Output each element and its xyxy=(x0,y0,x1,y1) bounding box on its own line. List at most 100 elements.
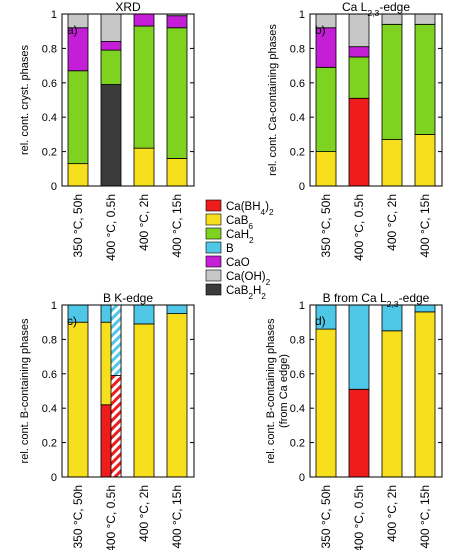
y-tick-label: 0.4 xyxy=(42,403,57,415)
chart-title: Ca L2,3-edge xyxy=(342,0,410,18)
legend-swatch-cao xyxy=(205,255,222,268)
y-tick-label: 0.6 xyxy=(42,78,57,90)
legend-label: CaB6 xyxy=(226,215,253,231)
bar-segment-cah2 xyxy=(414,23,436,135)
x-tick-label: 400 °C, 15h xyxy=(418,485,432,549)
y-axis-label: rel. cont. B-containing phases xyxy=(265,318,277,463)
legend-swatch-b xyxy=(205,241,222,254)
bar-segment-b xyxy=(166,304,188,315)
bar-segment-cah2 xyxy=(67,70,89,165)
x-tick-label: 400 °C, 2h xyxy=(385,194,399,251)
legend-swatch-cabh4-2 xyxy=(205,199,222,212)
y-tick-label: 0.2 xyxy=(290,438,305,450)
panel-label: c) xyxy=(67,314,77,328)
y-tick-label: 0 xyxy=(51,181,57,193)
x-tick-label: 400 °C, 2h xyxy=(137,485,151,542)
bar-segment-cah2 xyxy=(348,56,370,99)
y-tick-label: 1 xyxy=(51,9,57,21)
y-tick-label: 0.8 xyxy=(290,43,305,55)
y-tick-label: 0.8 xyxy=(290,334,305,346)
bar-segment-cah2 xyxy=(100,49,122,85)
x-tick-label: 400 °C, 15h xyxy=(418,194,432,258)
bar-segment-cab6 xyxy=(414,133,436,187)
x-tick-label: 350 °C, 50h xyxy=(319,194,333,258)
bar-segment-caoh2 xyxy=(381,13,403,25)
x-tick-label: 350 °C, 50h xyxy=(71,485,85,549)
y-tick-label: 0.2 xyxy=(42,438,57,450)
plot-frame xyxy=(309,304,443,478)
y-tick-label: 0 xyxy=(51,472,57,484)
bar-segment-caoh2 xyxy=(414,13,436,25)
panel-label: b) xyxy=(315,23,326,37)
bar-segment-cabh4-2 xyxy=(348,388,370,478)
bar-segment-cao xyxy=(348,46,370,58)
x-tick-label: 400 °C, 2h xyxy=(137,194,151,251)
x-tick-label: 350 °C, 50h xyxy=(319,485,333,549)
legend-label: CaB2H2 xyxy=(226,285,266,301)
bar-segment-cah2 xyxy=(166,27,188,159)
x-tick-label: 400 °C, 0.5h xyxy=(352,194,366,261)
bar-segment-b xyxy=(348,304,370,390)
hatched-segment-cabh4-2 xyxy=(110,375,122,478)
bar-segment-cab6 xyxy=(315,328,337,478)
bar-segment-cab6 xyxy=(166,313,188,478)
bar-segment-cab6 xyxy=(133,147,155,187)
y-tick-label: 0.4 xyxy=(42,112,57,124)
legend-swatch-cab2h2 xyxy=(205,283,222,296)
x-tick-label: 400 °C, 15h xyxy=(170,194,184,258)
chart-title: XRD xyxy=(115,0,141,14)
panel-label: a) xyxy=(67,23,78,37)
y-tick-label: 0.8 xyxy=(42,334,57,346)
x-tick-label: 400 °C, 0.5h xyxy=(352,485,366,550)
x-tick-label: 400 °C, 0.5h xyxy=(104,485,118,550)
bar-segment-cab6 xyxy=(315,151,337,187)
y-tick-label: 0.4 xyxy=(290,403,305,415)
plot-frame xyxy=(309,13,443,187)
bar-segment-cab6 xyxy=(133,323,155,478)
y-tick-label: 0.4 xyxy=(290,112,305,124)
bar-segment-cao xyxy=(133,13,155,27)
bar-segment-cao xyxy=(100,41,122,51)
chart-panel-3: 350 °C, 50h 400 °C, 0.5h 400 °C, 2h 400 °C,… xyxy=(19,291,195,550)
bar-segment-cab2h2 xyxy=(100,84,122,187)
bar-segment-cah2 xyxy=(133,25,155,149)
y-axis-label: rel. cont. cryst. phases xyxy=(19,44,31,155)
x-tick-label: 400 °C, 2h xyxy=(385,485,399,542)
bar-segment-caoh2 xyxy=(348,13,370,48)
y-axis-label: rel. cont. B-containing phases xyxy=(19,318,31,463)
y-tick-label: 0.6 xyxy=(290,78,305,90)
bar-segment-cabh4-2 xyxy=(348,97,370,187)
legend-label: CaO xyxy=(226,257,250,269)
y-tick-label: 1 xyxy=(299,9,305,21)
bar-segment-cab6 xyxy=(414,311,436,478)
y-axis-label: rel. cont. Ca-containing phases xyxy=(267,24,279,176)
chart-panel-4: 350 °C, 50h 400 °C, 0.5h 400 °C, 2h 400 °C,… xyxy=(265,291,443,550)
y-tick-label: 0.6 xyxy=(42,369,57,381)
x-tick-label: 400 °C, 0.5h xyxy=(104,194,118,261)
y-tick-label: 0.6 xyxy=(290,369,305,381)
bar-segment-cab6 xyxy=(67,163,89,187)
y-tick-label: 0 xyxy=(299,181,305,193)
bar-segment-b xyxy=(414,304,436,313)
legend-label: CaH2 xyxy=(226,229,254,245)
y-tick-label: 0.8 xyxy=(42,43,57,55)
chart-panel-1: 350 °C, 50h 400 °C, 0.5h 400 °C, 2h 400 °C,… xyxy=(19,0,195,261)
y-tick-label: 0.2 xyxy=(42,147,57,159)
hatched-segment-b xyxy=(110,304,122,376)
legend-swatch-caoh2 xyxy=(205,269,222,282)
y-tick-label: 1 xyxy=(299,300,305,312)
bar-segment-cah2 xyxy=(315,66,337,152)
legend-swatch-cab6 xyxy=(205,213,222,226)
bar-segment-cab6 xyxy=(381,330,403,478)
plot-frame xyxy=(61,304,195,478)
y-tick-label: 1 xyxy=(51,300,57,312)
y-tick-label: 0.2 xyxy=(290,147,305,159)
bar-segment-cao xyxy=(166,15,188,29)
bar-segment-b xyxy=(133,304,155,325)
legend-label: B xyxy=(226,243,234,255)
bar-segment-cah2 xyxy=(381,23,403,140)
y-axis-label-line2: (from Ca edge) xyxy=(278,354,290,428)
x-tick-label: 350 °C, 50h xyxy=(71,194,85,258)
